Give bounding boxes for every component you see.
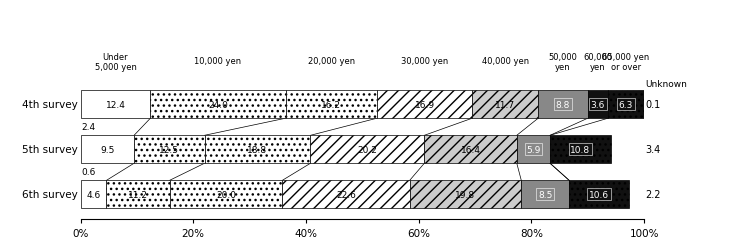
Text: 2.2: 2.2 [646,190,661,200]
Text: 8.8: 8.8 [556,100,570,109]
Bar [521,181,569,208]
Bar [170,181,283,208]
Bar [310,136,425,164]
Text: 20.0: 20.0 [216,190,236,199]
Bar [285,91,377,119]
Text: 10.6: 10.6 [589,190,609,199]
Text: 22.6: 22.6 [336,190,356,199]
Text: 16.2: 16.2 [321,100,341,109]
Text: 10,000 yen: 10,000 yen [195,57,242,66]
Text: 4th survey: 4th survey [22,100,78,110]
Bar [517,136,550,164]
Text: 65,000 yen
or over: 65,000 yen or over [602,53,649,72]
Text: 40,000 yen: 40,000 yen [482,57,529,66]
Text: 4.6: 4.6 [86,190,100,199]
Text: 6.3: 6.3 [619,100,633,109]
Bar [569,181,629,208]
Bar [283,181,410,208]
Bar [81,91,150,119]
Text: 16.4: 16.4 [460,145,481,154]
Text: 5th survey: 5th survey [22,145,78,155]
Bar [81,181,106,208]
Text: 6th survey: 6th survey [22,190,78,200]
Text: 30,000 yen: 30,000 yen [401,57,448,66]
Text: 11.2: 11.2 [128,190,148,199]
Bar [608,91,643,119]
Text: 50,000
yen: 50,000 yen [548,53,578,72]
Text: 19.8: 19.8 [455,190,476,199]
Text: 3.6: 3.6 [591,100,605,109]
Text: 20.2: 20.2 [357,145,378,154]
Bar [134,136,204,164]
Text: 18.8: 18.8 [247,145,268,154]
Text: 60,000
yen: 60,000 yen [583,53,613,72]
Text: 20,000 yen: 20,000 yen [307,57,355,66]
Text: 10.8: 10.8 [570,145,591,154]
Text: 9.5: 9.5 [100,145,114,154]
Bar [81,136,134,164]
Bar [106,181,170,208]
Text: Under
5,000 yen: Under 5,000 yen [94,53,136,72]
Text: 12.4: 12.4 [105,100,125,109]
Text: 0.6: 0.6 [82,168,96,177]
Text: 12.5: 12.5 [160,145,179,154]
Text: 0.1: 0.1 [646,100,660,110]
Text: 8.5: 8.5 [538,190,553,199]
Bar [204,136,310,164]
Text: 24.0: 24.0 [208,100,228,109]
Bar [410,181,521,208]
Text: 3.4: 3.4 [646,145,660,155]
Bar [377,91,472,119]
Text: 16.9: 16.9 [414,100,435,109]
Bar [588,91,608,119]
Text: 11.7: 11.7 [495,100,515,109]
Text: 5.9: 5.9 [526,145,541,154]
Bar [425,136,517,164]
Text: Unknown: Unknown [646,80,687,89]
Bar [150,91,285,119]
Bar [550,136,611,164]
Bar [538,91,588,119]
Bar [472,91,538,119]
Text: 2.4: 2.4 [82,123,96,132]
